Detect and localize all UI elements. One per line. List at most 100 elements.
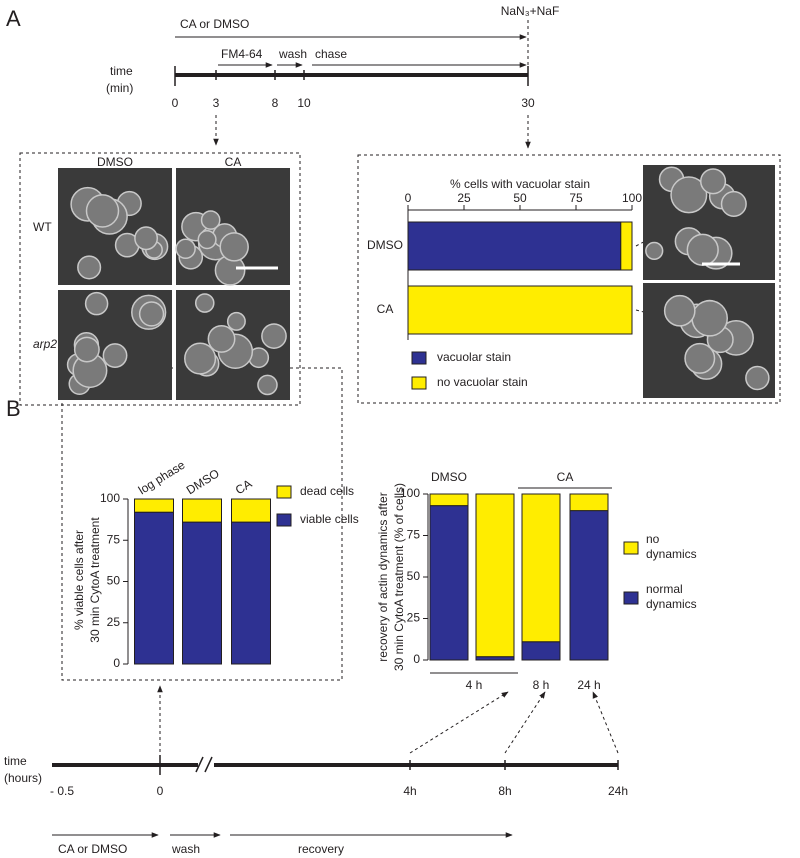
y-label: recovery of actin dynamics after [376, 492, 390, 661]
ticks [159, 755, 619, 775]
cell [197, 230, 217, 250]
legend-swatch [276, 513, 292, 527]
tick-label: 4h [403, 784, 416, 798]
x-tick-label: 50 [513, 191, 527, 205]
step: wash [278, 47, 307, 61]
axis-label: time [4, 754, 27, 768]
legend-swatch [411, 376, 427, 390]
legend-label: normal dynamics [646, 582, 697, 611]
bar-segment [182, 521, 222, 665]
legend-label: viable cells [300, 512, 359, 526]
bar-segment [182, 498, 222, 523]
legend-swatch [623, 541, 639, 555]
legend-label: no dynamics [646, 532, 697, 561]
legend-swatch [276, 485, 292, 499]
y-tick-label: 25 [407, 611, 421, 625]
cell [200, 210, 221, 230]
bar-segment [231, 498, 271, 523]
step: recovery [298, 842, 344, 856]
cell [663, 294, 696, 327]
x-tick-label: 25 [457, 191, 471, 205]
legend-swatch [623, 591, 639, 605]
column-label: CA [225, 155, 242, 169]
column-label: DMSO [97, 155, 133, 169]
cell [175, 238, 196, 260]
cell [85, 194, 120, 228]
category-label: CA [233, 477, 255, 498]
cell [261, 323, 287, 349]
bar-segment [407, 285, 633, 335]
box [19, 152, 301, 406]
break [195, 756, 213, 773]
time-label: 24 h [577, 678, 600, 692]
stop: NaN₃+NaF [501, 4, 560, 18]
cell [73, 336, 100, 363]
bar-segment [620, 221, 633, 271]
axis-label: time [110, 64, 133, 78]
dashed-arrow [504, 691, 546, 754]
tick-label: - 0.5 [50, 784, 74, 798]
tick-label: 3 [213, 96, 220, 110]
bar-segment [134, 511, 174, 665]
tick-label: 8h [498, 784, 511, 798]
bar-segment [521, 641, 561, 661]
x-tick-label: 75 [569, 191, 583, 205]
y-tick-label: 75 [407, 528, 421, 542]
legend-swatch [411, 351, 427, 365]
step: CA or DMSO [58, 842, 127, 856]
bar-segment [475, 493, 515, 658]
category-label: CA [377, 302, 394, 316]
bar-segment [231, 521, 271, 665]
cell [720, 190, 747, 218]
cell [699, 168, 727, 195]
category-label: DMSO [367, 238, 403, 252]
y-tick-label: 0 [113, 656, 120, 670]
y-label: 30 min CytoA treatment [88, 517, 102, 643]
step: chase [315, 47, 347, 61]
time-label: 4 h [466, 678, 483, 692]
chart-title: % cells with vacuolar stain [450, 177, 590, 191]
category-label: log phase [136, 458, 188, 498]
cell [184, 342, 217, 375]
cell [670, 176, 708, 214]
cell [207, 324, 236, 353]
cell [745, 365, 770, 391]
tick-label: 24h [608, 784, 628, 798]
cell [134, 226, 159, 251]
cell [686, 233, 719, 266]
group-label: DMSO [431, 470, 467, 484]
dashed-arrow [592, 691, 619, 754]
step: FM4-64 [221, 47, 263, 61]
axis-label: (hours) [4, 771, 42, 785]
bar-segment [429, 493, 469, 507]
tick-label: 10 [297, 96, 311, 110]
y-tick-label: 0 [413, 652, 420, 666]
cell [645, 241, 664, 261]
legend-label: vacuolar stain [437, 350, 511, 364]
panel-label: B [6, 396, 21, 421]
cell [194, 293, 215, 313]
treatment: CA or DMSO [180, 17, 249, 31]
row-label: WT [33, 220, 52, 234]
y-label: % viable cells after [72, 530, 86, 630]
cell [77, 255, 102, 280]
cell [691, 299, 729, 337]
bar-segment [521, 493, 561, 643]
row-label: arp2 [33, 337, 57, 351]
dashed-arrow [409, 691, 509, 754]
x-tick-label: 0 [405, 191, 412, 205]
panel-label: A [6, 6, 21, 31]
bar-segment [429, 505, 469, 661]
y-tick-label: 75 [107, 532, 121, 546]
axis-label: (min) [106, 81, 133, 95]
group-label: CA [557, 470, 574, 484]
legend-label: dead cells [300, 484, 354, 498]
y-tick-label: 50 [407, 569, 421, 583]
tick-label: 30 [521, 96, 535, 110]
y-tick-label: 25 [107, 615, 121, 629]
box [357, 154, 781, 404]
y-tick-label: 100 [400, 486, 420, 500]
bar-segment [569, 493, 609, 512]
legend-label: no vacuolar stain [437, 375, 528, 389]
